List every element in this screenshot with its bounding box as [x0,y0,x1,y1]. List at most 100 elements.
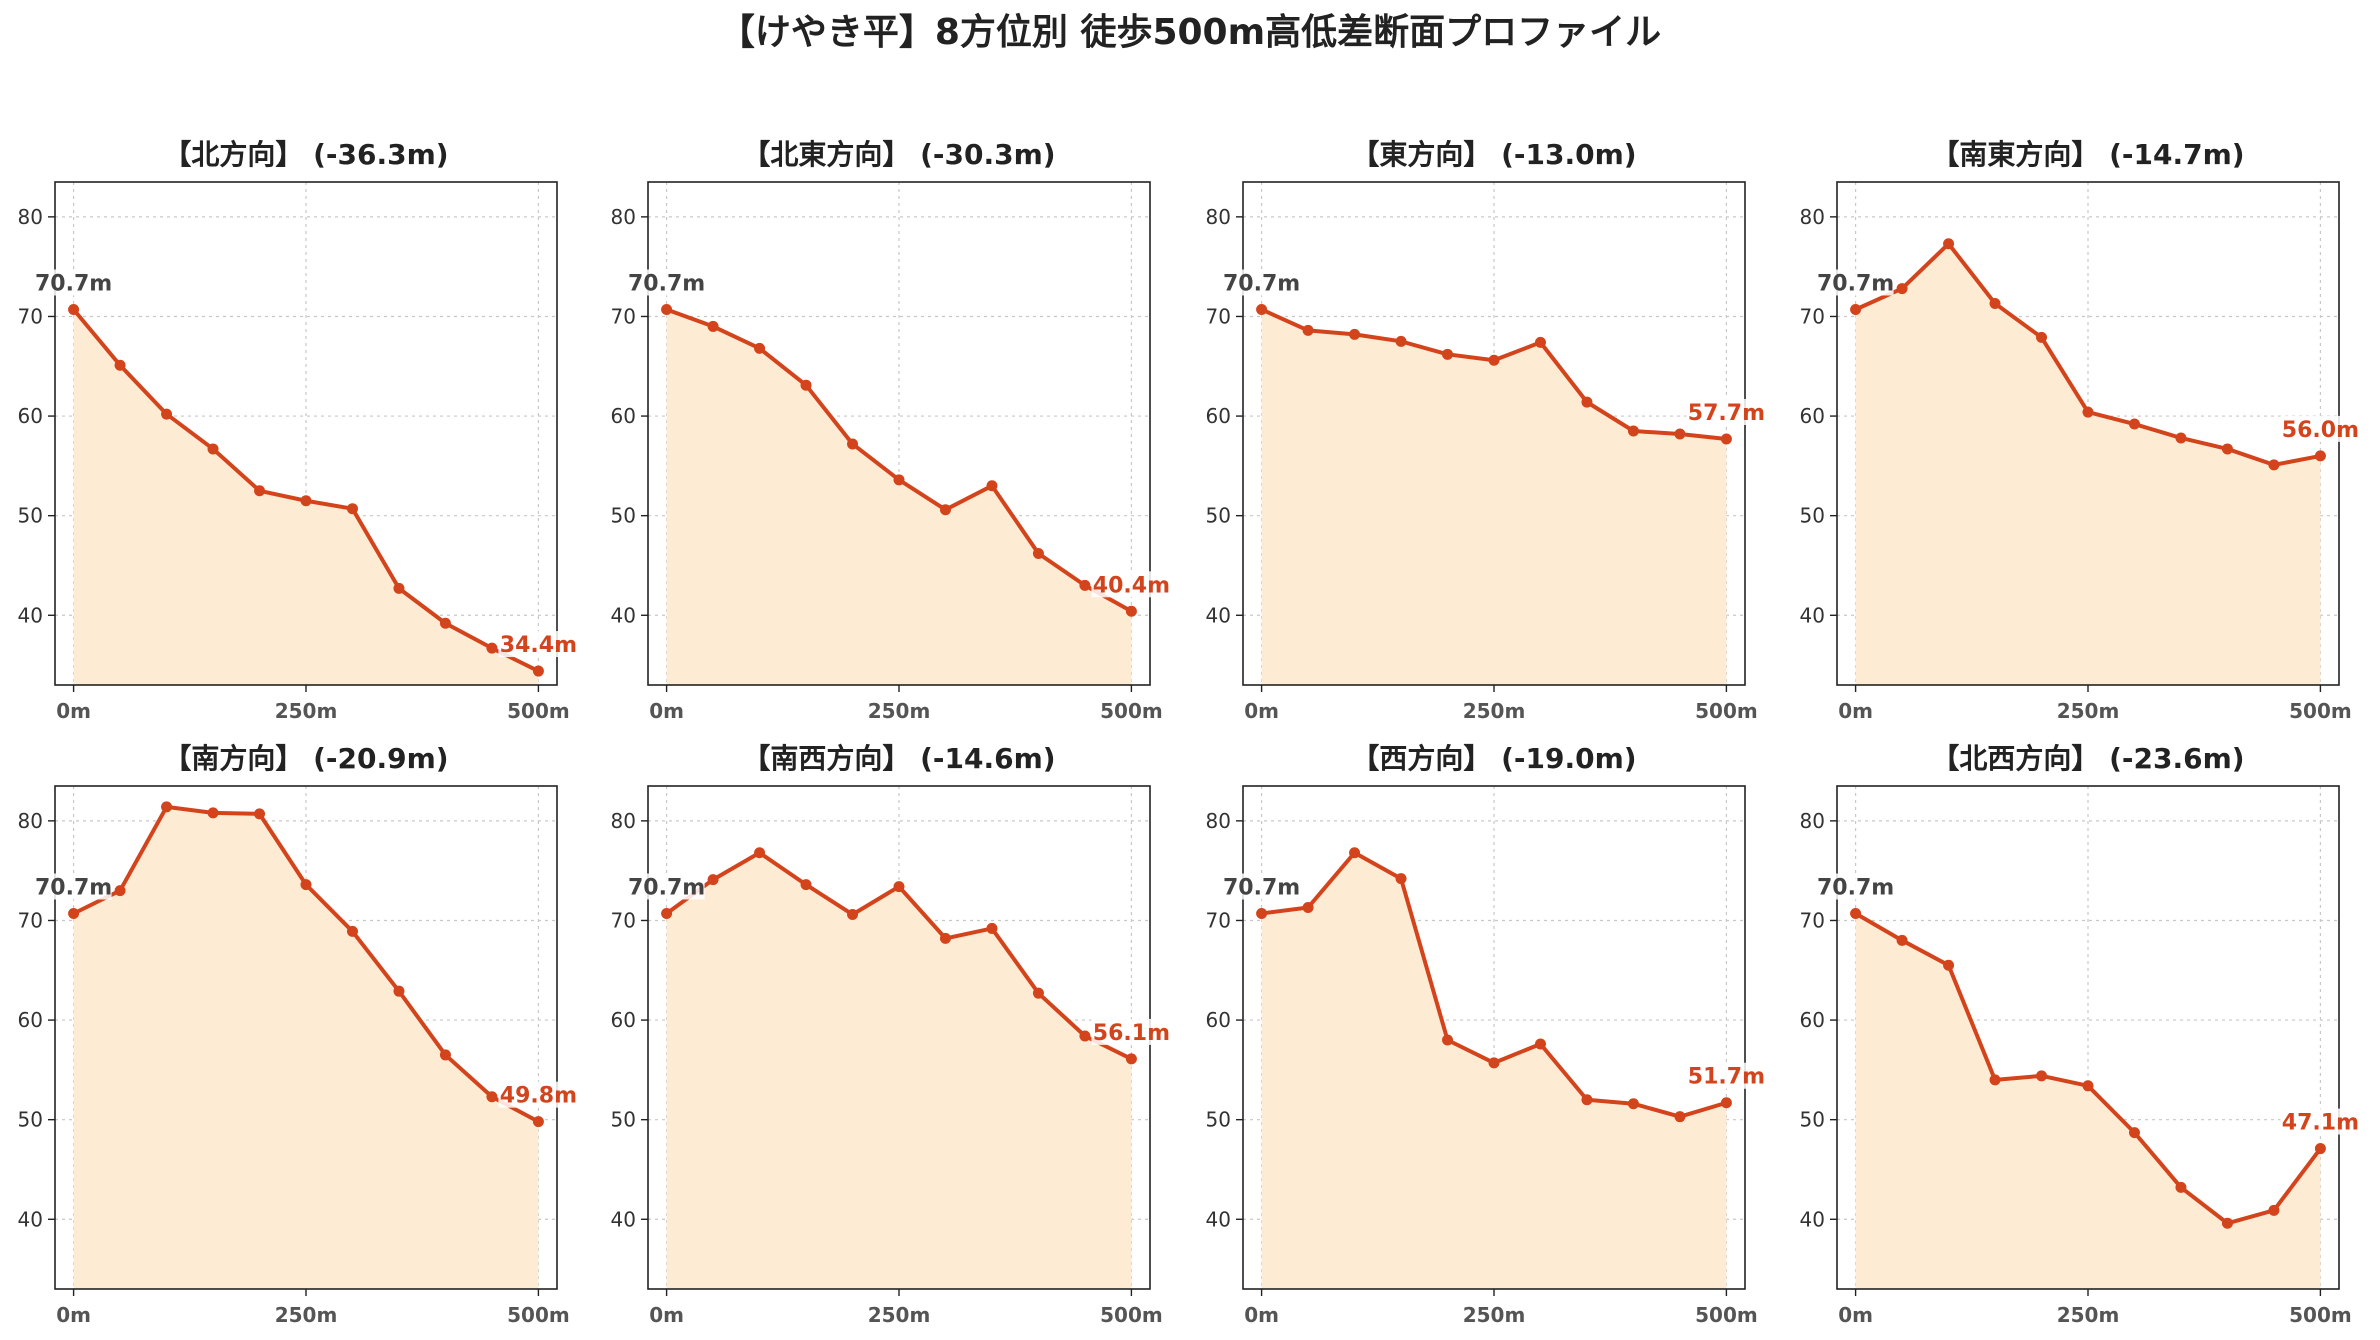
data-point [532,665,544,677]
ytick-label: 80 [1206,205,1231,229]
data-point [2314,450,2326,462]
data-point [1896,934,1908,946]
xtick-label: 0m [1838,699,1873,723]
xtick-label: 250m [2057,1303,2120,1327]
data-point [1720,433,1732,445]
xtick-label: 500m [507,699,570,723]
data-point [1442,348,1454,360]
ytick-label: 40 [1206,603,1231,627]
data-point [1720,1097,1732,1109]
start-value-label: 70.7m [1223,875,1300,900]
data-point [1534,336,1546,348]
start-label-box [35,269,112,296]
data-point [1302,324,1314,336]
start-label-box [1817,269,1894,296]
data-point [707,320,719,332]
data-point [1943,959,1955,971]
data-point [1989,298,2001,310]
area-fill [666,309,1132,685]
xtick-label: 0m [56,699,91,723]
data-point [2036,1070,2048,1082]
end-label-box [1091,1018,1172,1045]
xtick-label: 500m [1100,699,1163,723]
ytick-label: 70 [1206,304,1231,328]
ytick-label: 60 [18,404,43,428]
data-point [161,408,173,420]
ytick-label: 70 [18,304,43,328]
data-point [114,885,126,897]
ytick-label: 60 [1206,1008,1231,1032]
end-value-label: 49.8m [500,1084,577,1109]
panel-title: 【南方向】 (-20.9m) [163,742,448,775]
figure-title: 【けやき平】8方位別 徒歩500m高低差断面プロファイル [719,12,1661,53]
data-point [1488,1057,1500,1069]
data-point [439,617,451,629]
data-point [893,474,905,486]
data-point [161,801,173,813]
data-point [2268,1204,2280,1216]
data-point [893,881,905,893]
xtick-label: 0m [1838,1303,1873,1327]
ytick-label: 70 [1800,304,1825,328]
ytick-label: 40 [611,1207,636,1231]
ytick-label: 40 [1206,1207,1231,1231]
xtick-label: 250m [868,1303,931,1327]
data-point [2082,406,2094,418]
xtick-label: 0m [649,1303,684,1327]
data-point [254,485,266,497]
data-point [1256,303,1268,315]
data-point [847,908,859,920]
start-value-label: 70.7m [1817,271,1894,296]
data-point [661,907,673,919]
start-value-label: 70.7m [628,875,705,900]
data-point [661,303,673,315]
ytick-label: 40 [1800,603,1825,627]
data-point [1079,1030,1091,1042]
data-point [986,922,998,934]
xtick-label: 500m [2289,1303,2352,1327]
ytick-label: 50 [611,504,636,528]
end-value-label: 47.1m [2282,1111,2359,1136]
data-point [1032,987,1044,999]
data-point [1395,873,1407,885]
end-value-label: 56.1m [1093,1021,1170,1046]
data-point [393,985,405,997]
data-point [939,504,951,516]
end-value-label: 40.4m [1093,573,1170,598]
data-point [2128,418,2140,430]
data-point [1534,1038,1546,1050]
ytick-label: 70 [1206,908,1231,932]
data-point [1442,1034,1454,1046]
data-point [486,1091,498,1103]
xtick-label: 500m [1695,1303,1758,1327]
data-point [300,879,312,891]
panel-title: 【北東方向】 (-30.3m) [742,138,1055,171]
data-point [2314,1143,2326,1155]
data-point [2128,1127,2140,1139]
ytick-label: 50 [611,1108,636,1132]
data-point [1581,396,1593,408]
data-point [2221,1217,2233,1229]
start-value-label: 70.7m [35,271,112,296]
ytick-label: 60 [1800,1008,1825,1032]
area-fill [1855,913,2321,1289]
xtick-label: 0m [1244,1303,1279,1327]
data-point [254,808,266,820]
data-point [1125,1053,1137,1065]
area-fill [73,806,539,1289]
data-point [346,503,358,515]
data-point [1032,548,1044,560]
panel-title: 【北方向】 (-36.3m) [163,138,448,171]
subplot-panel-3: 【東方向】 (-13.0m) 40 50 60 70 80 0m 250m 500m 70.7m 5… [1206,138,1767,723]
ytick-label: 60 [1800,404,1825,428]
panel-title: 【南西方向】 (-14.6m) [742,742,1055,775]
data-point [300,495,312,507]
data-point [1256,907,1268,919]
ytick-label: 40 [18,1207,43,1231]
subplot-panel-7: 【西方向】 (-19.0m) 40 50 60 70 80 0m 250m 500m 70.7m 5… [1206,742,1767,1327]
xtick-label: 500m [507,1303,570,1327]
start-value-label: 70.7m [628,271,705,296]
end-value-label: 56.0m [2282,418,2359,443]
xtick-label: 500m [1695,699,1758,723]
